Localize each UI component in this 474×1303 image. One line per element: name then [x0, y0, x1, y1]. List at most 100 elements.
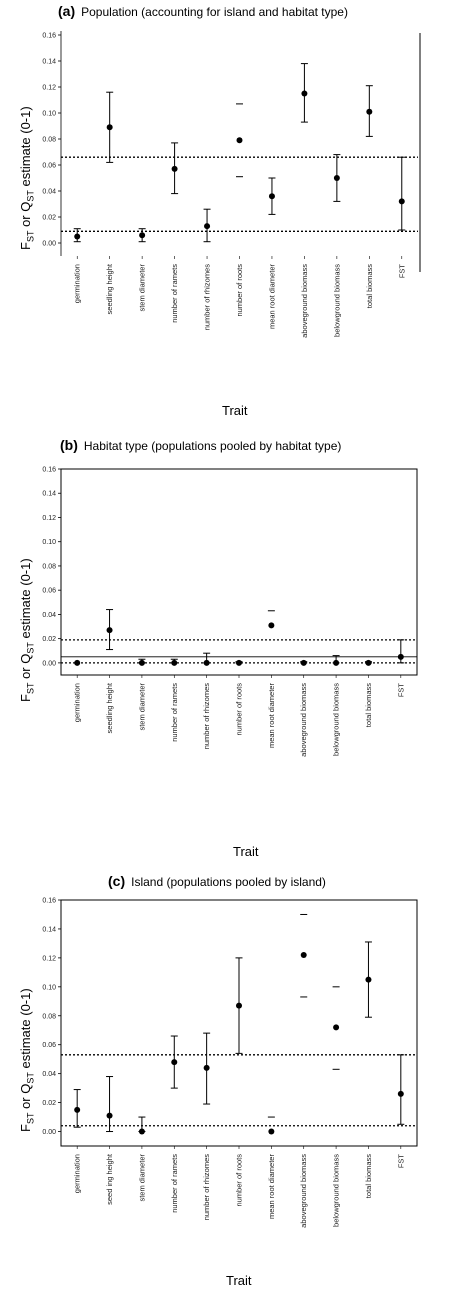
chart-plot-b: 0.00 0.02 0.04 0.06 0.08 0.10 0.12 0.14 0.16 germ… — [42, 467, 418, 757]
chart-panel-b: (b) Habitat type (populations pooled by h… — [0, 434, 474, 866]
panel-title-b: (b) Habitat type (populations pooled by h… — [60, 437, 341, 453]
data-point — [138, 659, 145, 666]
data-point — [106, 124, 113, 131]
y-tick-label: 0.14 — [42, 926, 56, 933]
x-axis-label-a: Trait — [222, 403, 248, 418]
chart-panel-a: (a) Population (accounting for island and… — [0, 0, 474, 430]
data-point — [398, 198, 405, 205]
x-tick-label: number of ramets — [170, 264, 179, 323]
x-tick-label: mean root diameter — [267, 264, 276, 330]
x-tick-label: germination — [73, 264, 82, 303]
x-tick-label: stem diameter — [138, 264, 147, 312]
x-tick-label: number of rhizomes — [202, 1154, 211, 1221]
data-point — [268, 1128, 275, 1135]
y-tick-label: 0.04 — [42, 189, 56, 196]
x-tick-label: stem diameter — [137, 683, 146, 731]
x-axis-label-b: Trait — [233, 844, 259, 859]
x-tick-label: germination — [73, 1154, 82, 1193]
x-tick-label: FST — [396, 683, 405, 698]
x-tick-label: germination — [73, 683, 82, 722]
y-tick-label: 0.00 — [42, 1129, 56, 1136]
data-point — [74, 659, 81, 666]
data-point — [171, 659, 178, 666]
panel-letter-a: (a) — [58, 3, 76, 19]
chart-panel-c: (c) Island (populations pooled by island)… — [0, 870, 474, 1303]
x-tick-label: number of rhizomes — [202, 683, 211, 750]
data-point — [268, 193, 275, 200]
x-tick-label: number of roots — [235, 1154, 244, 1207]
data-point — [171, 165, 178, 172]
panel-title-a: (a) Population (accounting for island and… — [58, 3, 348, 19]
y-tick-label: 0.10 — [42, 539, 56, 546]
panel-title-text-c: Island (populations pooled by island) — [131, 875, 326, 889]
data-point — [74, 1106, 81, 1113]
x-axis-label-c: Trait — [226, 1273, 252, 1288]
data-point — [333, 659, 340, 666]
x-tick-label: total biomass — [364, 1154, 373, 1198]
x-tick-label: number of roots — [235, 683, 244, 736]
y-tick-label: 0.16 — [42, 467, 56, 474]
y-tick-label: 0.10 — [42, 984, 56, 991]
data-point — [366, 108, 373, 115]
data-point — [397, 653, 404, 660]
x-tick-label: number of rhizomes — [203, 264, 212, 331]
x-tick-label: mean root diameter — [267, 1154, 276, 1220]
y-tick-label: 0.02 — [42, 1100, 56, 1107]
data-point — [236, 659, 242, 666]
panel-title-text-a: Population (accounting for island and ha… — [81, 5, 348, 19]
panel-title-text-b: Habitat type (populations pooled by habi… — [83, 439, 342, 453]
y-tick-label: 0.00 — [42, 241, 56, 248]
x-tick-label: stem diameter — [137, 1154, 146, 1202]
y-tick-label: 0.16 — [42, 898, 56, 905]
y-tick-label: 0.08 — [42, 137, 56, 144]
data-point — [204, 223, 211, 230]
y-tick-label: 0.06 — [42, 588, 56, 595]
data-point — [139, 232, 146, 239]
y-tick-label: 0.14 — [42, 59, 56, 66]
data-point — [74, 233, 81, 240]
x-tick-label: belowground biomass — [332, 1154, 341, 1227]
panel-letter-c: (c) — [108, 873, 126, 889]
x-tick-label: mean root diameter — [267, 683, 276, 749]
data-point — [268, 622, 275, 629]
y-tick-label: 0.16 — [42, 33, 56, 40]
data-point — [106, 627, 113, 634]
data-point — [397, 1090, 404, 1097]
data-point — [301, 90, 308, 97]
panel-title-c: (c) Island (populations pooled by island) — [108, 873, 326, 889]
x-tick-label: seed ing height — [105, 1153, 114, 1205]
x-tick-label: total biomass — [364, 683, 373, 727]
plot-frame — [60, 468, 418, 676]
y-tick-label: 0.00 — [42, 660, 56, 667]
y-tick-label: 0.04 — [42, 612, 56, 619]
x-tick-label: number of roots — [235, 264, 244, 317]
y-tick-label: 0.10 — [42, 111, 56, 118]
data-point — [236, 137, 243, 144]
x-tick-label: belowground biomass — [332, 264, 341, 337]
chart-plot-a: 0.00 0.02 0.04 0.06 0.08 0.10 0.12 0.14 0.16 germ… — [42, 31, 421, 338]
y-tick-label: 0.12 — [42, 85, 56, 92]
y-tick-label: 0.08 — [42, 1013, 56, 1020]
y-tick-label: 0.06 — [42, 1042, 56, 1049]
data-point — [333, 1024, 340, 1031]
data-point — [365, 976, 372, 983]
x-tick-label: aboveground biomass — [299, 1154, 308, 1228]
x-tick-label: number of ramets — [170, 683, 179, 742]
data-point — [106, 1112, 113, 1119]
y-tick-label: 0.14 — [42, 491, 56, 498]
y-tick-label: 0.12 — [42, 515, 56, 522]
x-tick-label: seedling height — [105, 263, 114, 314]
x-tick-label: seedling height — [105, 682, 114, 733]
chart-plot-c: 0.00 0.02 0.04 0.06 0.08 0.10 0.12 0.14 0.16 germ… — [42, 898, 418, 1228]
data-point — [300, 659, 307, 666]
x-tick-label: number of ramets — [170, 1154, 179, 1213]
data-point — [365, 659, 372, 666]
y-tick-label: 0.12 — [42, 955, 56, 962]
panel-letter-b: (b) — [60, 437, 78, 453]
x-tick-label: aboveground biomass — [299, 683, 308, 757]
x-tick-label: FST — [396, 1154, 405, 1169]
y-tick-label: 0.08 — [42, 563, 56, 570]
data-point — [171, 1059, 178, 1066]
y-tick-label: 0.02 — [42, 636, 56, 643]
data-point — [203, 659, 210, 666]
